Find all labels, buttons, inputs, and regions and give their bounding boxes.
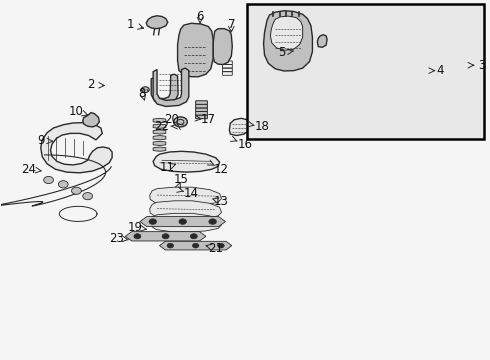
Circle shape: [134, 234, 141, 239]
Polygon shape: [153, 147, 166, 151]
Circle shape: [58, 181, 68, 188]
Circle shape: [142, 87, 149, 93]
Circle shape: [162, 234, 169, 239]
Circle shape: [193, 243, 199, 248]
FancyBboxPatch shape: [196, 112, 207, 115]
Text: 17: 17: [201, 113, 216, 126]
FancyBboxPatch shape: [196, 101, 207, 104]
Polygon shape: [213, 29, 232, 64]
Text: 21: 21: [208, 242, 223, 255]
Text: 13: 13: [214, 195, 229, 208]
Circle shape: [167, 243, 173, 248]
FancyBboxPatch shape: [196, 104, 207, 108]
Polygon shape: [153, 68, 189, 107]
Text: 2: 2: [87, 78, 95, 91]
Circle shape: [190, 234, 197, 239]
Text: 19: 19: [127, 221, 143, 234]
Circle shape: [179, 219, 187, 224]
Text: 8: 8: [139, 87, 146, 100]
Polygon shape: [150, 201, 221, 220]
Text: 23: 23: [110, 231, 124, 244]
Text: 11: 11: [159, 161, 174, 174]
Text: 9: 9: [37, 134, 45, 147]
Text: 3: 3: [478, 59, 486, 72]
Polygon shape: [41, 123, 112, 173]
Polygon shape: [151, 74, 178, 103]
Polygon shape: [264, 11, 313, 71]
Text: 20: 20: [164, 113, 179, 126]
Circle shape: [209, 219, 217, 224]
Text: 1: 1: [126, 18, 134, 31]
Polygon shape: [147, 16, 168, 29]
Circle shape: [149, 219, 157, 224]
FancyBboxPatch shape: [196, 115, 207, 119]
Text: 7: 7: [227, 18, 235, 31]
Polygon shape: [153, 141, 166, 145]
Polygon shape: [153, 130, 166, 134]
Text: 6: 6: [196, 10, 204, 23]
Polygon shape: [153, 151, 220, 172]
Polygon shape: [153, 118, 166, 123]
Polygon shape: [270, 16, 303, 50]
Circle shape: [173, 117, 187, 127]
Text: 12: 12: [214, 163, 229, 176]
Text: 22: 22: [154, 120, 170, 133]
Polygon shape: [177, 23, 213, 77]
Polygon shape: [159, 241, 232, 250]
Polygon shape: [318, 35, 327, 47]
Text: 14: 14: [184, 187, 199, 200]
Polygon shape: [83, 113, 99, 127]
Polygon shape: [252, 116, 264, 131]
Circle shape: [44, 176, 53, 184]
Circle shape: [72, 187, 81, 194]
Polygon shape: [153, 124, 166, 129]
Circle shape: [218, 243, 224, 248]
Polygon shape: [150, 187, 221, 206]
FancyBboxPatch shape: [196, 108, 207, 112]
Polygon shape: [125, 231, 206, 241]
Text: 24: 24: [22, 163, 37, 176]
Polygon shape: [229, 118, 250, 135]
Circle shape: [83, 193, 93, 200]
Text: 16: 16: [238, 138, 252, 150]
Text: 4: 4: [437, 64, 444, 77]
Polygon shape: [150, 213, 221, 232]
Polygon shape: [153, 135, 166, 140]
Text: 10: 10: [69, 105, 84, 118]
Text: 15: 15: [174, 173, 189, 186]
Polygon shape: [140, 217, 225, 226]
Text: 18: 18: [255, 121, 270, 134]
Bar: [247, 4, 485, 139]
Text: 5: 5: [278, 46, 285, 59]
